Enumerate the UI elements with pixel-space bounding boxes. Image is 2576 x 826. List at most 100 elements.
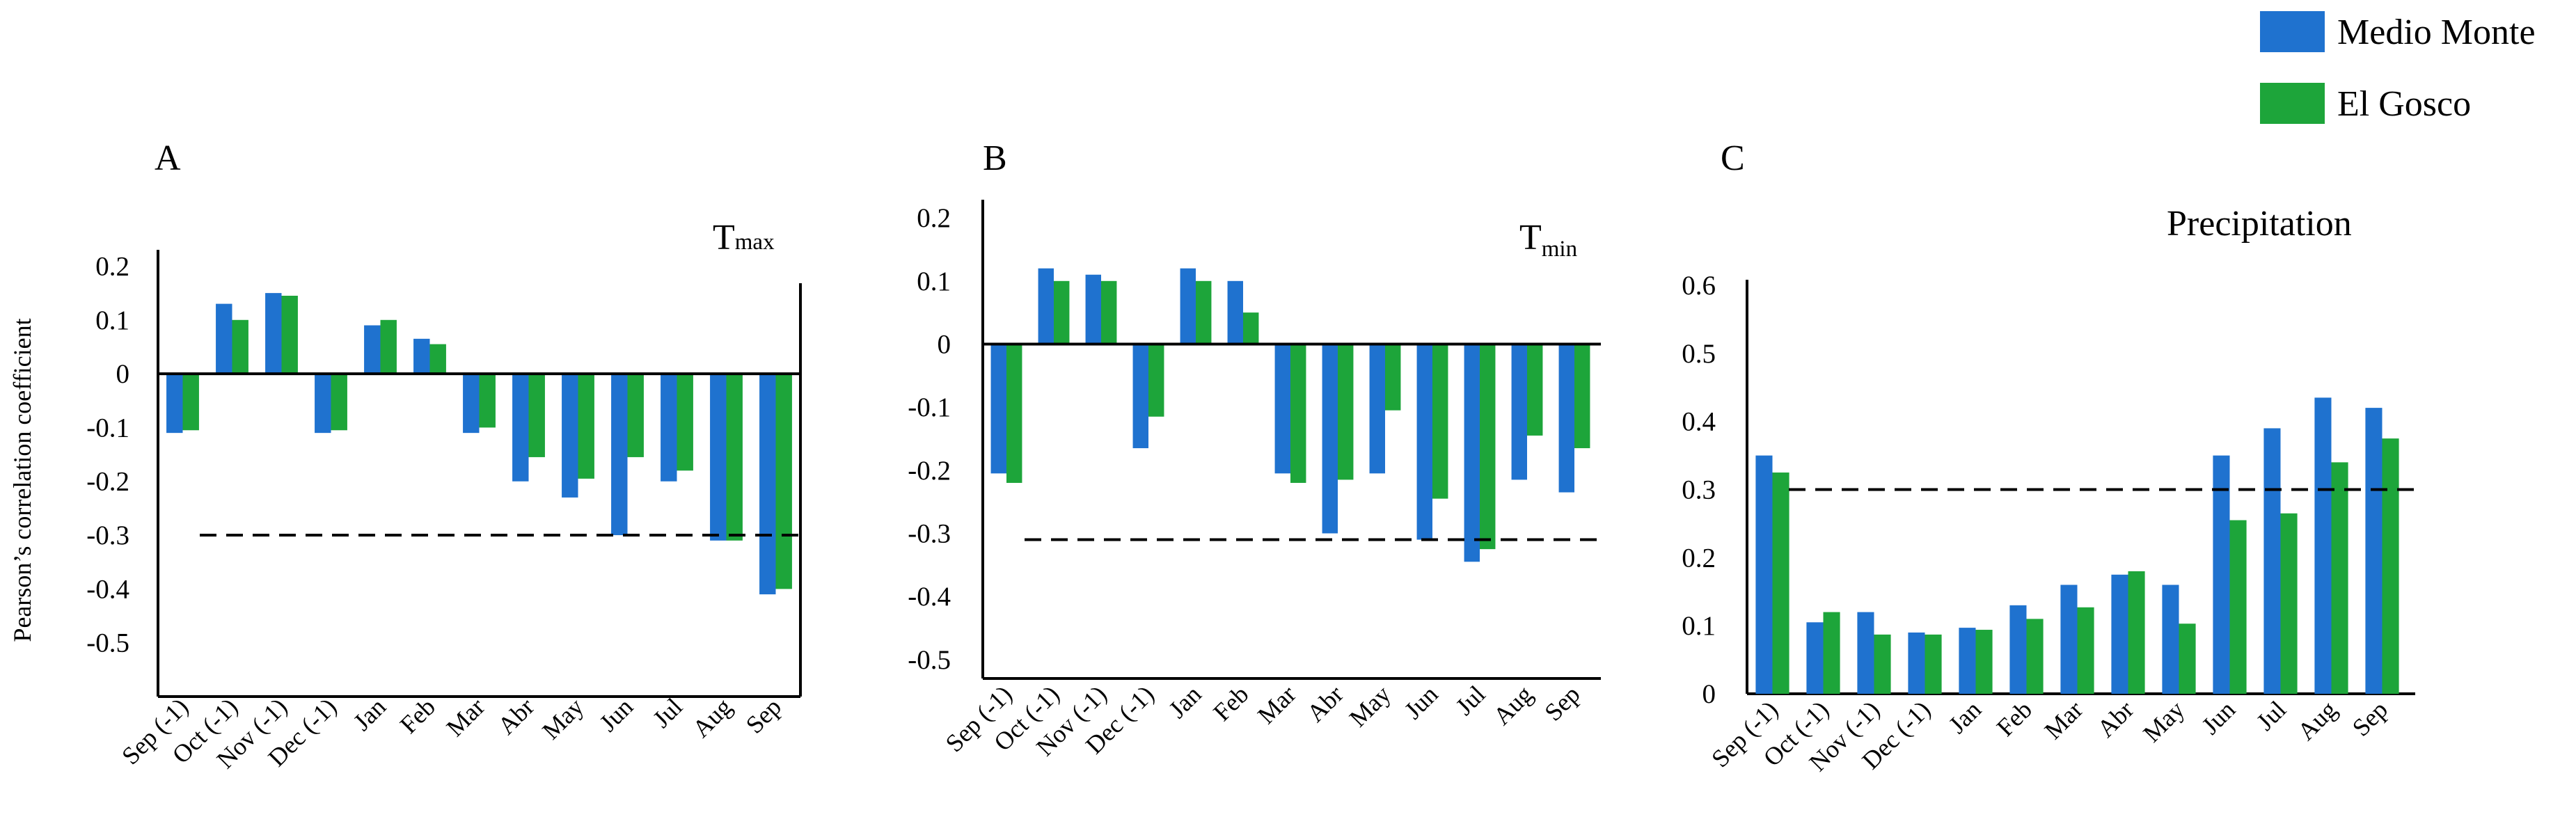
panel-c-bar-el-gosco-may	[2179, 624, 2196, 694]
panel-c-ytick-label: 0.6	[1682, 271, 1716, 301]
panel-b-bar-el-gosco-aug	[1527, 344, 1543, 436]
panel-b-xtick-label: Jan	[1163, 680, 1206, 723]
panel-c-bar-medio-monte-jul	[2263, 428, 2281, 694]
panel-letter-b: B	[983, 138, 1007, 178]
panel-a-bar-el-gosco-aug	[726, 374, 743, 541]
panel-a-bar-medio-monte-feb	[413, 338, 430, 374]
panel-a-xtick-label: May	[537, 692, 589, 745]
panel-c-bar-el-gosco-dec-1	[1925, 634, 1942, 694]
panel-a-bar-el-gosco-sep	[775, 374, 792, 589]
panel-a-bar-medio-monte-abr	[512, 374, 529, 482]
panel-a-xtick-label: Aug	[687, 692, 737, 742]
y-axis-label: Pearson’s correlation coefficient	[8, 318, 36, 642]
panel-a-bar-el-gosco-feb	[429, 344, 446, 374]
panel-a-ytick-label: -0.1	[86, 413, 129, 443]
panel-b-bar-medio-monte-nov-1	[1085, 274, 1101, 344]
legend-swatch-medio-monte	[2260, 11, 2325, 52]
panel-b-bar-el-gosco-mar	[1290, 344, 1306, 483]
panel-b-xtick-label: Feb	[1208, 680, 1254, 726]
panel-b-bar-medio-monte-abr	[1322, 344, 1338, 534]
panel-c-ytick-label: 0	[1702, 679, 1716, 709]
panel-a-bar-medio-monte-jan	[364, 325, 381, 374]
panel-a-bar-el-gosco-jul	[677, 374, 693, 471]
panel-b-bar-medio-monte-aug	[1511, 344, 1527, 480]
panel-b-bar-medio-monte-mar	[1274, 344, 1290, 474]
panel-c-xtick-label: Jan	[1943, 695, 1986, 738]
panel-b-bar-el-gosco-jul	[1480, 344, 1496, 550]
panel-b-xtick-label: May	[1344, 680, 1396, 732]
panel-a-bar-el-gosco-oct-1	[232, 319, 248, 374]
panel-b-bar-el-gosco-sep	[1574, 344, 1590, 449]
panel-c-xtick-label: Jun	[2197, 695, 2241, 740]
panel-a-bar-el-gosco-dec-1	[331, 374, 347, 431]
panel-c-ytick-label: 0.3	[1682, 475, 1716, 505]
panel-b-bar-medio-monte-oct-1	[1038, 268, 1054, 344]
panel-a-bar-el-gosco-jun	[627, 374, 644, 457]
panel-b-xtick-label: Mar	[1252, 680, 1302, 729]
panel-b-bar-el-gosco-nov-1	[1101, 280, 1117, 344]
panel-c-xtick-label: Feb	[1991, 695, 2037, 741]
panel-c-bar-medio-monte-may	[2162, 585, 2179, 694]
panel-c-bar-medio-monte-dec-1	[1908, 632, 1925, 694]
panel-c-bar-el-gosco-jul	[2280, 513, 2298, 694]
panel-a-ytick-label: -0.2	[86, 467, 129, 497]
panel-a-bar-medio-monte-sep-1	[166, 374, 183, 434]
panel-c-ytick-label: 0.1	[1682, 611, 1716, 641]
legend: Medio Monte El Gosco	[2260, 11, 2536, 124]
panel-b-bar-medio-monte-jul	[1464, 344, 1480, 562]
panel-c-bar-medio-monte-nov-1	[1857, 612, 1874, 694]
panel-b-xtick-label: Aug	[1488, 680, 1538, 730]
panel-a-bar-medio-monte-nov-1	[265, 293, 282, 374]
panel-a-bar-medio-monte-sep	[759, 374, 776, 595]
panel-c-bar-el-gosco-aug	[2331, 462, 2348, 694]
panel-c-ytick-label: 0.2	[1682, 543, 1716, 573]
panel-a-bar-el-gosco-nov-1	[281, 295, 298, 374]
panel-a-ytick-label: -0.4	[86, 574, 129, 604]
panel-c-bar-el-gosco-feb	[2026, 619, 2044, 694]
panel-c-xtick-label: Mar	[2039, 695, 2088, 745]
panel-c-bar-el-gosco-sep	[2382, 438, 2399, 694]
panel-a-title: Tmax	[713, 218, 775, 257]
panel-c-xtick-label: Abr	[2092, 695, 2139, 742]
panel-a-xtick-label: Jan	[348, 692, 391, 736]
panel-b-xtick-label: Jul	[1451, 680, 1491, 720]
panel-b-bar-medio-monte-sep	[1558, 344, 1574, 493]
panel-a-bar-medio-monte-dec-1	[315, 374, 331, 434]
panel-a-bar-el-gosco-abr	[528, 374, 545, 457]
panel-b-xtick-label: Sep	[1539, 680, 1585, 726]
panel-a-ytick-label: -0.3	[86, 521, 129, 550]
panel-b-ytick-label: -0.2	[908, 456, 951, 486]
panel-a-xtick-label: Abr	[492, 692, 539, 740]
panel-b-bar-el-gosco-jan	[1196, 280, 1212, 344]
legend-label-el-gosco: El Gosco	[2337, 84, 2471, 124]
panel-a-xtick-label: Jul	[647, 692, 688, 733]
panel-a-bar-medio-monte-may	[562, 374, 578, 498]
panel-a-xtick-label: Feb	[395, 692, 441, 738]
panel-b-ytick-label: 0.2	[917, 203, 951, 233]
panel-letter-a: A	[155, 138, 181, 178]
panel-a-bar-medio-monte-jun	[611, 374, 628, 536]
panel-c-bar-medio-monte-aug	[2314, 397, 2332, 694]
panel-b-bar-medio-monte-sep-1	[990, 344, 1006, 474]
panel-c-bar-el-gosco-nov-1	[1874, 634, 1891, 694]
panel-b-xtick-label: Jun	[1399, 680, 1444, 724]
panel-b-ytick-label: -0.4	[908, 582, 951, 612]
panel-c-bar-medio-monte-sep	[2365, 408, 2383, 694]
panel-c-bar-medio-monte-feb	[2009, 605, 2027, 694]
panel-b-ytick-label: -0.3	[908, 518, 951, 548]
panel-b-ytick-label: -0.5	[908, 645, 951, 675]
panel-b-bar-medio-monte-may	[1369, 344, 1385, 474]
panel-c-bar-medio-monte-abr	[2111, 574, 2128, 694]
panel-b-bar-medio-monte-feb	[1227, 280, 1243, 344]
panel-c-title: Precipitation	[2167, 204, 2352, 244]
panel-c-bar-el-gosco-mar	[2077, 607, 2094, 694]
panel-c-xtick-label: Jul	[2251, 695, 2291, 736]
panel-c-bar-el-gosco-jan	[1975, 630, 1993, 694]
panel-a-bar-medio-monte-mar	[463, 374, 480, 434]
panel-letter-c: C	[1721, 138, 1745, 178]
panel-a-xtick-label: Sep	[741, 692, 787, 738]
panel-c-xtick-label: Aug	[2292, 695, 2342, 745]
